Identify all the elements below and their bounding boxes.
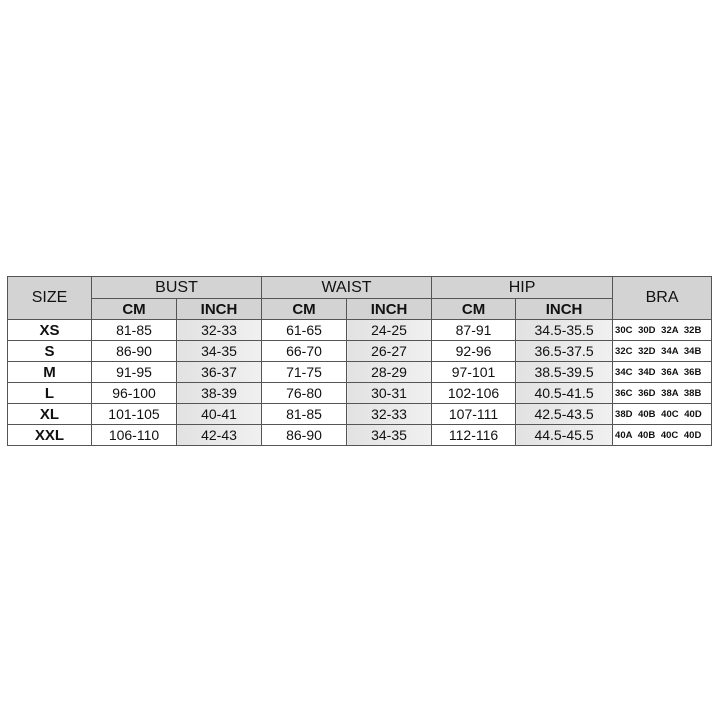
cell-bra: 40A 40B 40C 40D bbox=[612, 424, 713, 446]
cell-bra: 38D 40B 40C 40D bbox=[612, 403, 713, 425]
cell-hip-cm: 97-101 bbox=[431, 361, 517, 383]
header-waist-cm: CM bbox=[261, 298, 348, 320]
cell-hip-inch: 36.5-37.5 bbox=[515, 340, 614, 362]
cell-size: XL bbox=[7, 403, 92, 425]
cell-size: M bbox=[7, 361, 92, 383]
cell-bra: 32C 32D 34A 34B bbox=[612, 340, 713, 362]
cell-hip-cm: 112-116 bbox=[431, 424, 517, 446]
table-row: XS 81-85 32-33 61-65 24-25 87-91 34.5-35.5 30C … bbox=[7, 319, 713, 341]
cell-waist-inch: 32-33 bbox=[346, 403, 433, 425]
cell-hip-cm: 107-111 bbox=[431, 403, 517, 425]
cell-hip-cm: 87-91 bbox=[431, 319, 517, 341]
cell-waist-inch: 24-25 bbox=[346, 319, 433, 341]
table-row: M 91-95 36-37 71-75 28-29 97-101 38.5-39.5 34C … bbox=[7, 361, 713, 383]
cell-bust-inch: 40-41 bbox=[175, 403, 263, 425]
cell-bust-cm: 86-90 bbox=[91, 340, 177, 362]
header-waist-inch: INCH bbox=[346, 298, 433, 320]
cell-waist-inch: 34-35 bbox=[346, 424, 433, 446]
cell-waist-inch: 30-31 bbox=[346, 382, 433, 404]
cell-bra: 36C 36D 38A 38B bbox=[612, 382, 713, 404]
cell-size: L bbox=[7, 382, 92, 404]
cell-bust-inch: 42-43 bbox=[175, 424, 263, 446]
cell-bust-inch: 32-33 bbox=[175, 319, 263, 341]
cell-hip-inch: 38.5-39.5 bbox=[515, 361, 614, 383]
cell-waist-cm: 61-65 bbox=[261, 319, 348, 341]
cell-bust-cm: 81-85 bbox=[91, 319, 177, 341]
cell-waist-cm: 76-80 bbox=[261, 382, 348, 404]
cell-waist-cm: 71-75 bbox=[261, 361, 348, 383]
cell-size: XXL bbox=[7, 424, 92, 446]
cell-waist-inch: 26-27 bbox=[346, 340, 433, 362]
header-bust-inch: INCH bbox=[175, 298, 263, 320]
cell-bust-cm: 91-95 bbox=[91, 361, 177, 383]
cell-waist-cm: 81-85 bbox=[261, 403, 348, 425]
cell-hip-inch: 40.5-41.5 bbox=[515, 382, 614, 404]
table-row: L 96-100 38-39 76-80 30-31 102-106 40.5-41.5 36… bbox=[7, 382, 713, 404]
header-size: SIZE bbox=[7, 276, 92, 320]
table-row: XL 101-105 40-41 81-85 32-33 107-111 42.5-43.5… bbox=[7, 403, 713, 425]
cell-size: S bbox=[7, 340, 92, 362]
cell-bra: 34C 34D 36A 36B bbox=[612, 361, 713, 383]
cell-hip-inch: 42.5-43.5 bbox=[515, 403, 614, 425]
header-hip-cm: CM bbox=[431, 298, 517, 320]
cell-bust-inch: 38-39 bbox=[175, 382, 263, 404]
cell-hip-cm: 102-106 bbox=[431, 382, 517, 404]
cell-hip-inch: 34.5-35.5 bbox=[515, 319, 614, 341]
cell-size: XS bbox=[7, 319, 92, 341]
cell-waist-cm: 86-90 bbox=[261, 424, 348, 446]
header-hip: HIP bbox=[431, 276, 614, 299]
header-waist: WAIST bbox=[261, 276, 433, 299]
table-row: XXL 106-110 42-43 86-90 34-35 112-116 44.5-45.… bbox=[7, 424, 713, 446]
header-bust-cm: CM bbox=[91, 298, 177, 320]
header-hip-inch: INCH bbox=[515, 298, 614, 320]
cell-bra: 30C 30D 32A 32B bbox=[612, 319, 713, 341]
cell-bust-inch: 36-37 bbox=[175, 361, 263, 383]
cell-bust-cm: 101-105 bbox=[91, 403, 177, 425]
size-chart-table: SIZE BUST WAIST HIP BRA CM INCH CM INCH … bbox=[7, 276, 713, 446]
cell-bust-cm: 96-100 bbox=[91, 382, 177, 404]
cell-bust-cm: 106-110 bbox=[91, 424, 177, 446]
cell-hip-cm: 92-96 bbox=[431, 340, 517, 362]
cell-hip-inch: 44.5-45.5 bbox=[515, 424, 614, 446]
cell-waist-inch: 28-29 bbox=[346, 361, 433, 383]
cell-waist-cm: 66-70 bbox=[261, 340, 348, 362]
header-bra: BRA bbox=[612, 276, 713, 320]
table-row: S 86-90 34-35 66-70 26-27 92-96 36.5-37.5 32C 3… bbox=[7, 340, 713, 362]
cell-bust-inch: 34-35 bbox=[175, 340, 263, 362]
header-bust: BUST bbox=[90, 276, 263, 299]
